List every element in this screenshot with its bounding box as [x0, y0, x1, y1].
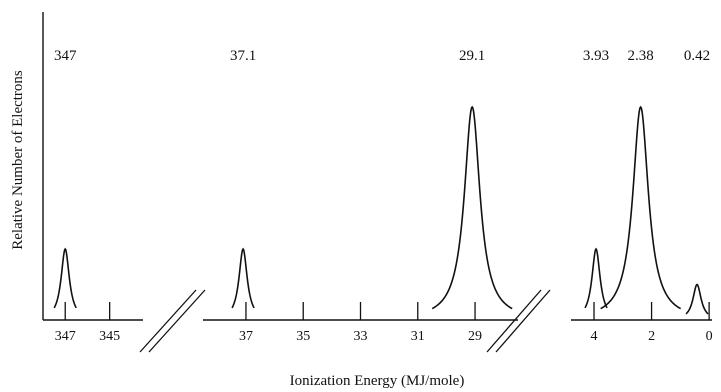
peak-label-29.1: 29.1: [459, 48, 485, 64]
peak-label-37.1: 37.1: [230, 48, 256, 64]
x-tick-label-35: 35: [296, 329, 310, 344]
peak-29.1: [431, 105, 513, 310]
x-axis-label: Ionization Energy (MJ/mole): [290, 373, 465, 389]
peak-0.42: [685, 283, 709, 315]
peak-2.38: [600, 105, 682, 310]
x-tick-label-31: 31: [411, 329, 425, 344]
x-tick-label-345: 345: [99, 329, 120, 344]
peak-label-2.38: 2.38: [628, 48, 654, 64]
peak-label-347: 347: [54, 48, 77, 64]
axis-break-mark-2a: [486, 289, 542, 353]
x-tick-label-37: 37: [239, 329, 253, 344]
axis-break-mark-1b: [148, 289, 206, 353]
x-tick-label-2: 2: [648, 329, 655, 344]
peak-3.93: [584, 247, 608, 309]
x-tick-label-0: 0: [706, 329, 713, 344]
y-axis-label: Relative Number of Electrons: [10, 70, 26, 250]
x-tick-label-4: 4: [591, 329, 598, 344]
axis-break-mark-2b: [495, 289, 551, 353]
peak-label-0.42: 0.42: [684, 48, 710, 64]
peak-347: [53, 247, 77, 309]
plot-area: 347 345 37 35 33 31 29 4 2 0 347 37.1 29.1 3.93 2.38 0.…: [42, 12, 713, 353]
peak-37.1: [231, 247, 255, 309]
axis-break-mark-1a: [139, 289, 197, 353]
peak-label-3.93: 3.93: [583, 48, 609, 64]
x-tick-label-33: 33: [354, 329, 368, 344]
x-tick-label-29: 29: [468, 329, 482, 344]
x-tick-label-347: 347: [55, 329, 76, 344]
